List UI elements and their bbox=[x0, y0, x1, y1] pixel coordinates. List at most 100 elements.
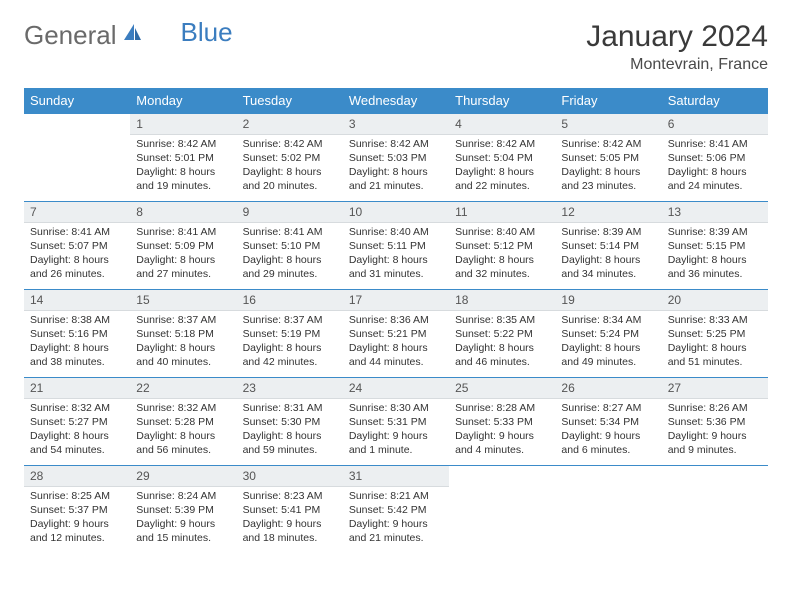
day-header-row: SundayMondayTuesdayWednesdayThursdayFrid… bbox=[24, 88, 768, 114]
brand-blue: Blue bbox=[181, 17, 233, 48]
day-number: 29 bbox=[130, 466, 236, 487]
sail-icon bbox=[121, 20, 143, 51]
day-details: Sunrise: 8:42 AMSunset: 5:02 PMDaylight:… bbox=[237, 135, 343, 197]
detail-line: Daylight: 8 hours bbox=[30, 254, 124, 268]
detail-line: Sunrise: 8:35 AM bbox=[455, 314, 549, 328]
detail-line: Sunset: 5:21 PM bbox=[349, 328, 443, 342]
detail-line: Daylight: 9 hours bbox=[561, 430, 655, 444]
day-number: 14 bbox=[24, 290, 130, 311]
calendar-week-row: 14Sunrise: 8:38 AMSunset: 5:16 PMDayligh… bbox=[24, 290, 768, 378]
day-number: 15 bbox=[130, 290, 236, 311]
detail-line: Sunset: 5:28 PM bbox=[136, 416, 230, 430]
calendar-table: SundayMondayTuesdayWednesdayThursdayFrid… bbox=[24, 88, 768, 554]
detail-line: Sunrise: 8:36 AM bbox=[349, 314, 443, 328]
detail-line: Sunrise: 8:41 AM bbox=[136, 226, 230, 240]
detail-line: Daylight: 8 hours bbox=[455, 254, 549, 268]
detail-line: and 20 minutes. bbox=[243, 180, 337, 194]
detail-line: Sunset: 5:37 PM bbox=[30, 504, 124, 518]
calendar-week-row: 7Sunrise: 8:41 AMSunset: 5:07 PMDaylight… bbox=[24, 202, 768, 290]
detail-line: Sunrise: 8:21 AM bbox=[349, 490, 443, 504]
day-details: Sunrise: 8:41 AMSunset: 5:06 PMDaylight:… bbox=[662, 135, 768, 197]
detail-line: Sunset: 5:27 PM bbox=[30, 416, 124, 430]
day-header: Wednesday bbox=[343, 88, 449, 114]
detail-line: and 19 minutes. bbox=[136, 180, 230, 194]
detail-line: Daylight: 8 hours bbox=[30, 430, 124, 444]
detail-line: Sunrise: 8:37 AM bbox=[243, 314, 337, 328]
calendar-cell: 19Sunrise: 8:34 AMSunset: 5:24 PMDayligh… bbox=[555, 290, 661, 378]
calendar-cell bbox=[449, 466, 555, 554]
detail-line: Sunrise: 8:23 AM bbox=[243, 490, 337, 504]
day-details: Sunrise: 8:37 AMSunset: 5:18 PMDaylight:… bbox=[130, 311, 236, 373]
detail-line: and 21 minutes. bbox=[349, 532, 443, 546]
day-details: Sunrise: 8:33 AMSunset: 5:25 PMDaylight:… bbox=[662, 311, 768, 373]
detail-line: Daylight: 8 hours bbox=[243, 166, 337, 180]
detail-line: and 40 minutes. bbox=[136, 356, 230, 370]
detail-line: and 31 minutes. bbox=[349, 268, 443, 282]
detail-line: Sunrise: 8:38 AM bbox=[30, 314, 124, 328]
day-header: Sunday bbox=[24, 88, 130, 114]
day-details: Sunrise: 8:42 AMSunset: 5:05 PMDaylight:… bbox=[555, 135, 661, 197]
day-number: 5 bbox=[555, 114, 661, 135]
day-number: 12 bbox=[555, 202, 661, 223]
day-details: Sunrise: 8:41 AMSunset: 5:10 PMDaylight:… bbox=[237, 223, 343, 285]
calendar-cell bbox=[662, 466, 768, 554]
detail-line: Sunset: 5:33 PM bbox=[455, 416, 549, 430]
day-number: 23 bbox=[237, 378, 343, 399]
detail-line: Sunrise: 8:26 AM bbox=[668, 402, 762, 416]
page-title: January 2024 bbox=[586, 20, 768, 54]
day-number: 19 bbox=[555, 290, 661, 311]
detail-line: Daylight: 9 hours bbox=[136, 518, 230, 532]
detail-line: Sunrise: 8:32 AM bbox=[30, 402, 124, 416]
brand-general: General bbox=[24, 20, 117, 51]
detail-line: and 46 minutes. bbox=[455, 356, 549, 370]
detail-line: and 51 minutes. bbox=[668, 356, 762, 370]
day-details: Sunrise: 8:42 AMSunset: 5:01 PMDaylight:… bbox=[130, 135, 236, 197]
calendar-cell: 20Sunrise: 8:33 AMSunset: 5:25 PMDayligh… bbox=[662, 290, 768, 378]
detail-line: Daylight: 8 hours bbox=[243, 430, 337, 444]
day-number: 25 bbox=[449, 378, 555, 399]
calendar-cell: 6Sunrise: 8:41 AMSunset: 5:06 PMDaylight… bbox=[662, 114, 768, 202]
detail-line: Sunrise: 8:30 AM bbox=[349, 402, 443, 416]
day-details: Sunrise: 8:42 AMSunset: 5:03 PMDaylight:… bbox=[343, 135, 449, 197]
detail-line: Sunset: 5:03 PM bbox=[349, 152, 443, 166]
detail-line: Daylight: 8 hours bbox=[136, 430, 230, 444]
detail-line: Daylight: 8 hours bbox=[455, 342, 549, 356]
detail-line: and 32 minutes. bbox=[455, 268, 549, 282]
detail-line: Daylight: 8 hours bbox=[668, 254, 762, 268]
calendar-cell: 21Sunrise: 8:32 AMSunset: 5:27 PMDayligh… bbox=[24, 378, 130, 466]
calendar-cell: 5Sunrise: 8:42 AMSunset: 5:05 PMDaylight… bbox=[555, 114, 661, 202]
detail-line: and 54 minutes. bbox=[30, 444, 124, 458]
page-subtitle: Montevrain, France bbox=[586, 56, 768, 74]
day-number: 11 bbox=[449, 202, 555, 223]
day-number: 6 bbox=[662, 114, 768, 135]
detail-line: and 15 minutes. bbox=[136, 532, 230, 546]
day-header: Saturday bbox=[662, 88, 768, 114]
detail-line: and 1 minute. bbox=[349, 444, 443, 458]
detail-line: Daylight: 8 hours bbox=[668, 166, 762, 180]
calendar-cell: 2Sunrise: 8:42 AMSunset: 5:02 PMDaylight… bbox=[237, 114, 343, 202]
calendar-cell: 7Sunrise: 8:41 AMSunset: 5:07 PMDaylight… bbox=[24, 202, 130, 290]
detail-line: Daylight: 8 hours bbox=[455, 166, 549, 180]
detail-line: Sunset: 5:01 PM bbox=[136, 152, 230, 166]
day-number: 28 bbox=[24, 466, 130, 487]
detail-line: and 9 minutes. bbox=[668, 444, 762, 458]
day-number: 22 bbox=[130, 378, 236, 399]
detail-line: Sunset: 5:11 PM bbox=[349, 240, 443, 254]
detail-line: Sunrise: 8:33 AM bbox=[668, 314, 762, 328]
day-number: 26 bbox=[555, 378, 661, 399]
detail-line: Sunset: 5:06 PM bbox=[668, 152, 762, 166]
detail-line: Sunrise: 8:42 AM bbox=[243, 138, 337, 152]
detail-line: Sunset: 5:42 PM bbox=[349, 504, 443, 518]
detail-line: Sunrise: 8:41 AM bbox=[243, 226, 337, 240]
day-details: Sunrise: 8:28 AMSunset: 5:33 PMDaylight:… bbox=[449, 399, 555, 461]
day-details: Sunrise: 8:41 AMSunset: 5:07 PMDaylight:… bbox=[24, 223, 130, 285]
detail-line: Daylight: 8 hours bbox=[136, 166, 230, 180]
calendar-cell: 24Sunrise: 8:30 AMSunset: 5:31 PMDayligh… bbox=[343, 378, 449, 466]
detail-line: and 26 minutes. bbox=[30, 268, 124, 282]
calendar-cell: 15Sunrise: 8:37 AMSunset: 5:18 PMDayligh… bbox=[130, 290, 236, 378]
detail-line: Sunset: 5:02 PM bbox=[243, 152, 337, 166]
day-header: Friday bbox=[555, 88, 661, 114]
calendar-cell: 1Sunrise: 8:42 AMSunset: 5:01 PMDaylight… bbox=[130, 114, 236, 202]
detail-line: Daylight: 8 hours bbox=[136, 254, 230, 268]
detail-line: and 4 minutes. bbox=[455, 444, 549, 458]
